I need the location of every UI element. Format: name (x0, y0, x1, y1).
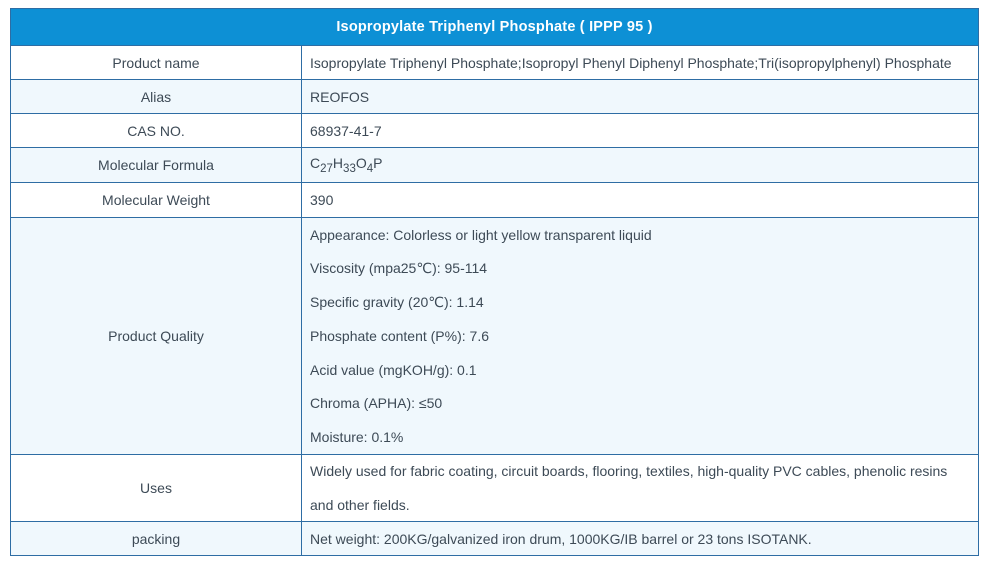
row-label-molecular-weight: Molecular Weight (102, 192, 210, 208)
row-label-product-quality: Product Quality (108, 328, 204, 344)
row-value-cas-no: 68937-41-7 (301, 114, 978, 147)
quality-line-moisture: Moisture: 0.1% (310, 429, 404, 446)
quality-line-phosphate-content: Phosphate content (P%): 7.6 (310, 328, 489, 344)
molecular-formula-text: C27H33O4P (310, 155, 383, 175)
quality-line-viscosity: Viscosity (mpa25℃): 95-114 (310, 260, 488, 277)
table-row: packing Net weight: 200KG/galvanized iro… (11, 521, 978, 555)
row-label-product-name: Product name (112, 54, 200, 71)
quality-line-chroma: Chroma (APHA): ≤50 (310, 395, 443, 412)
row-label-molecular-formula: Molecular Formula (98, 157, 214, 173)
table-row: Molecular Weight 390 (11, 182, 978, 217)
product-spec-table: Isopropylate Triphenyl Phosphate ( IPPP … (10, 8, 979, 556)
table-row: Alias REOFOS (11, 79, 978, 113)
row-value-alias: REOFOS (301, 80, 978, 113)
row-label-uses: Uses (140, 480, 172, 496)
quality-line-specific-gravity: Specific gravity (20℃): 1.14 (310, 293, 484, 310)
table-row: Product Quality Appearance: Colorless or… (11, 217, 978, 454)
quality-line-appearance: Appearance: Colorless or light yellow tr… (310, 226, 652, 243)
table-row: Product name Isopropylate Triphenyl Phos… (11, 45, 978, 79)
row-label-packing: packing (131, 530, 181, 547)
quality-line-acid-value: Acid value (mgKOH/g): 0.1 (310, 361, 477, 378)
row-label-cas-no: CAS NO. (127, 122, 185, 139)
row-value-product-quality: Appearance: Colorless or light yellow tr… (301, 218, 978, 454)
row-value-uses: Widely used for fabric coating, circuit … (301, 455, 978, 521)
row-value-molecular-formula: C27H33O4P (301, 148, 978, 182)
row-value-packing: Net weight: 200KG/galvanized iron drum, … (301, 522, 978, 555)
row-label-alias: Alias (140, 88, 172, 105)
table-title: Isopropylate Triphenyl Phosphate ( IPPP … (11, 9, 978, 45)
table-row: Uses Widely used for fabric coating, cir… (11, 454, 978, 521)
table-row: CAS NO. 68937-41-7 (11, 113, 978, 147)
row-value-product-name: Isopropylate Triphenyl Phosphate;Isoprop… (301, 46, 978, 79)
table-row: Molecular Formula C27H33O4P (11, 147, 978, 182)
row-value-molecular-weight: 390 (301, 183, 978, 217)
